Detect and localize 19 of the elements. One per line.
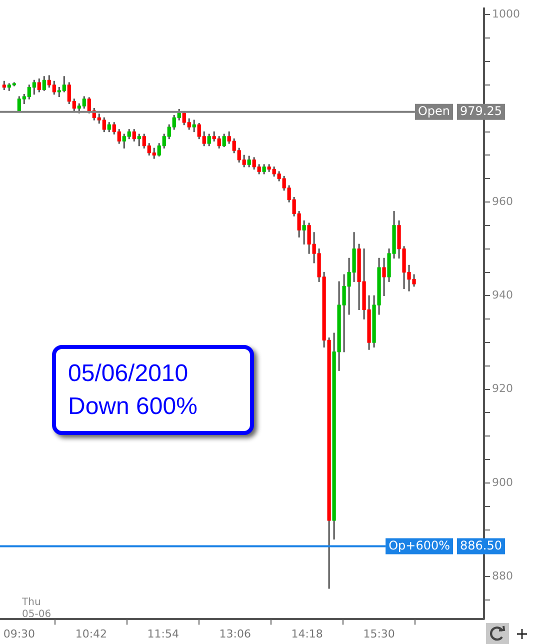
x-tick-label: 15:30 [363, 627, 395, 640]
annotation: 979.25 [460, 104, 502, 118]
x-tick-label: 11:54 [147, 627, 179, 640]
y-tick-label: 880 [492, 570, 513, 583]
y-tick-label: 940 [492, 288, 513, 302]
annotation: 05/06/2010 Down 600% [52, 345, 254, 435]
ref-line-label: Open [418, 104, 450, 118]
x-tick-label: 13:06 [219, 627, 251, 640]
annotation: 886.50 [460, 538, 502, 552]
x-tick-label: 09:30 [3, 627, 36, 640]
y-tick-label: 960 [492, 194, 513, 208]
ref-line-label: Op+600% [388, 538, 450, 552]
candlestick [302, 220, 306, 244]
y-tick-label: 920 [492, 382, 513, 396]
annotation: Thu 05-06 [22, 597, 52, 621]
y-tick-label: 1000 [492, 8, 520, 21]
x-tick-label: 10:42 [75, 627, 108, 640]
x-tick-label: 14:18 [291, 627, 323, 640]
y-tick-label: 900 [492, 476, 513, 489]
